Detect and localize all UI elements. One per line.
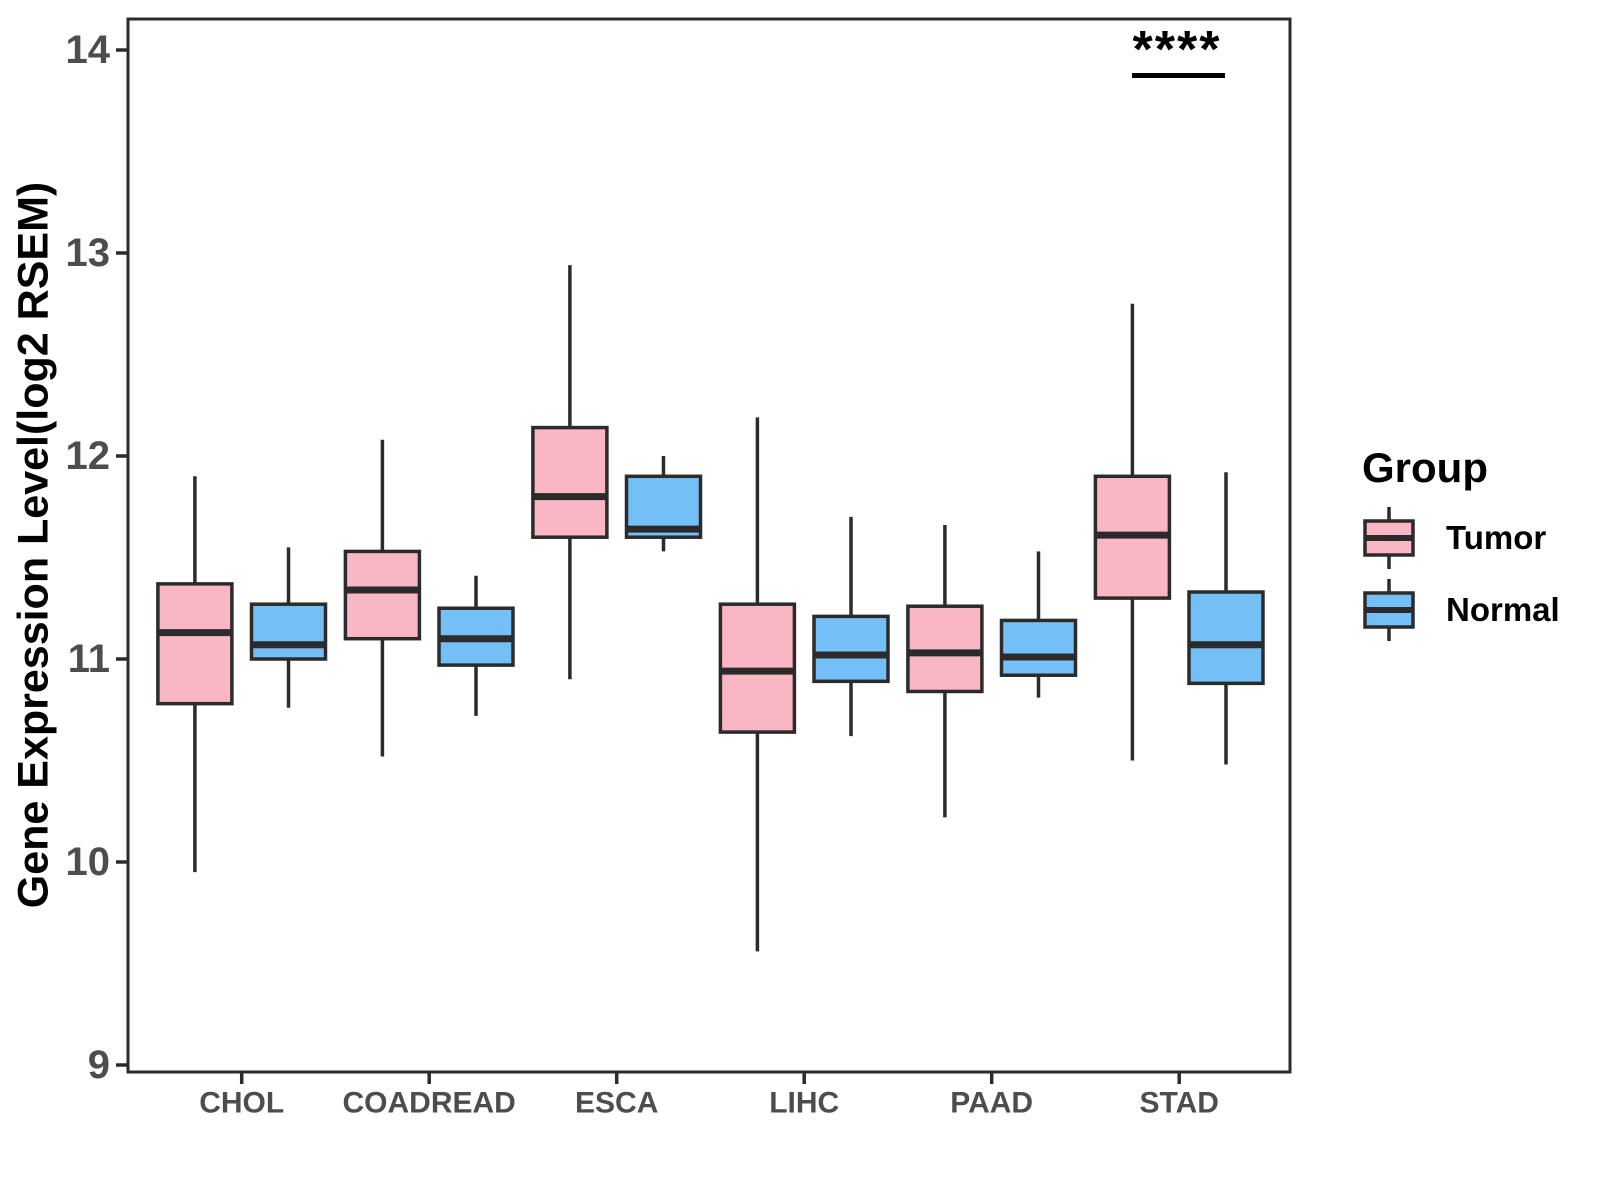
legend: Group Tumor Normal <box>1362 444 1560 642</box>
legend-entry-normal: Normal <box>1362 578 1560 642</box>
significance-stars: **** <box>1132 21 1222 79</box>
y-tick-label-10: 10 <box>66 840 111 884</box>
x-tick-label-COADREAD: COADREAD <box>343 1087 516 1120</box>
plot-panel-border <box>126 17 1292 1074</box>
legend-key-normal <box>1362 578 1416 642</box>
normal-legend-key-icon <box>1363 579 1415 641</box>
y-tick-label-11: 11 <box>68 637 110 681</box>
significance-bar <box>1132 73 1225 78</box>
y-axis-title: Gene Expression Level(log2 RSEM) <box>9 181 58 909</box>
legend-entry-label: Tumor <box>1446 519 1547 556</box>
legend-title: Group <box>1362 444 1488 491</box>
x-tick-label-LIHC: LIHC <box>769 1087 839 1120</box>
tumor-legend-key-icon <box>1363 507 1415 569</box>
legend-entry-tumor: Tumor <box>1362 506 1560 570</box>
y-tick-label-13: 13 <box>66 231 111 275</box>
box-tumor-CHOL <box>156 582 234 706</box>
box-normal-LIHC <box>812 614 890 684</box>
box-normal-PAAD <box>999 618 1078 677</box>
x-tick-label-ESCA: ESCA <box>575 1087 658 1120</box>
y-tick-label-14: 14 <box>66 28 111 72</box>
box-normal-CHOL <box>249 602 328 661</box>
box-normal-STAD <box>1187 590 1265 686</box>
y-tick-label-9: 9 <box>88 1043 110 1087</box>
box-tumor-PAAD <box>906 604 984 694</box>
legend-entry-label: Normal <box>1446 591 1560 628</box>
box-tumor-ESCA <box>531 425 609 539</box>
x-tick-label-STAD: STAD <box>1139 1087 1218 1120</box>
x-tick-label-CHOL: CHOL <box>199 1087 284 1120</box>
y-tick-label-12: 12 <box>66 434 111 478</box>
box-tumor-COADREAD <box>343 549 422 641</box>
legend-key-tumor <box>1362 506 1416 570</box>
x-tick-label-PAAD: PAAD <box>950 1087 1033 1120</box>
